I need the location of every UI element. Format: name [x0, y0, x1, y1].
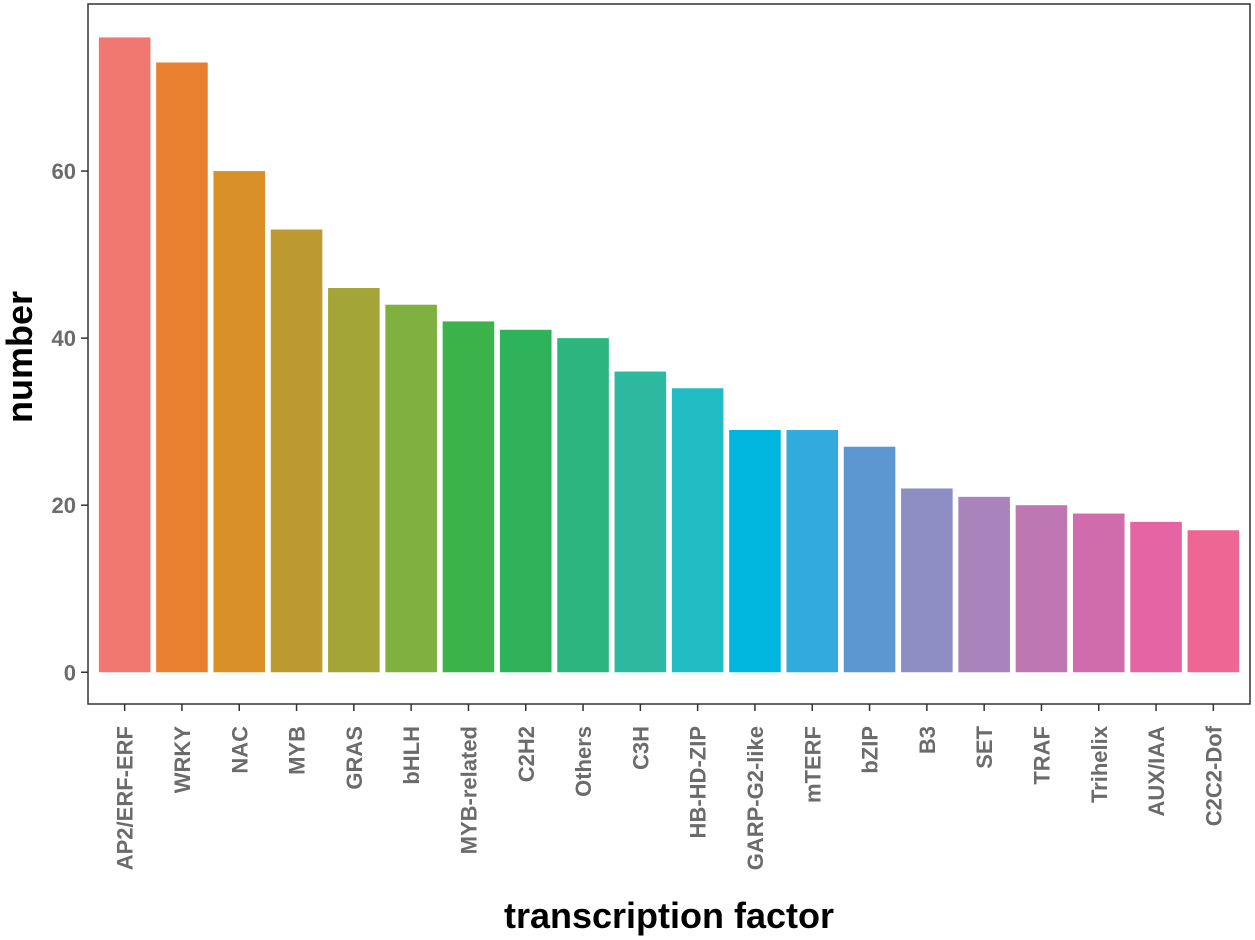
x-axis-title: transcription factor — [504, 895, 834, 936]
y-axis: 0 20 40 60 — [52, 159, 88, 685]
bar-7 — [499, 329, 552, 673]
bar-10 — [671, 388, 724, 673]
y-tick-label: 40 — [52, 326, 76, 351]
y-tick-label: 60 — [52, 159, 76, 184]
x-tick-label: MYB — [285, 726, 310, 775]
bar-1 — [156, 62, 208, 673]
x-tick-label: SET — [972, 725, 997, 768]
x-tick-label: GARP-G2-like — [743, 726, 768, 870]
x-tick-label: MYB-related — [456, 726, 481, 854]
x-tick-label: bHLH — [399, 726, 424, 785]
x-tick-label: GRAS — [342, 726, 367, 790]
x-tick-label: C3H — [628, 726, 653, 770]
bar-5 — [385, 304, 437, 673]
bar-0 — [98, 37, 151, 673]
bar-9 — [614, 371, 667, 673]
y-tick-label: 20 — [52, 493, 76, 518]
bar-4 — [328, 288, 380, 673]
bar-6 — [442, 321, 495, 673]
x-tick-label: TRAF — [1029, 726, 1054, 785]
x-tick-label: HB-HD-ZIP — [686, 726, 711, 838]
y-axis-title: number — [0, 291, 40, 423]
bar-17 — [1072, 513, 1125, 673]
x-tick-label: C2C2-Dof — [1201, 725, 1226, 826]
x-tick-label: B3 — [915, 726, 940, 754]
bar-11 — [729, 430, 781, 673]
x-tick-label: WRKY — [170, 726, 195, 794]
bar-2 — [213, 171, 266, 673]
bar-15 — [958, 496, 1010, 673]
x-tick-label: AP2/ERF-ERF — [113, 726, 138, 870]
bar-8 — [557, 338, 609, 673]
x-tick-label: bZIP — [858, 726, 883, 774]
x-tick-label: NAC — [227, 726, 252, 774]
y-tick-label: 0 — [64, 660, 76, 685]
x-tick-label: Others — [571, 726, 596, 797]
x-tick-label: C2H2 — [514, 726, 539, 782]
x-tick-label: AUX/IAA — [1144, 726, 1169, 817]
bar-13 — [843, 446, 896, 673]
bar-12 — [786, 430, 839, 673]
x-tick-label: Trihelix — [1087, 725, 1112, 803]
bar-14 — [901, 488, 953, 673]
bar-3 — [270, 229, 323, 673]
x-tick-label: mTERF — [800, 726, 825, 803]
bar-16 — [1015, 505, 1068, 673]
bar-19 — [1187, 530, 1240, 673]
bar-18 — [1130, 521, 1182, 673]
bars-group — [98, 37, 1240, 673]
x-axis: AP2/ERF-ERF WRKY NAC MYB GRAS bHLH MYB-related… — [113, 704, 1226, 870]
